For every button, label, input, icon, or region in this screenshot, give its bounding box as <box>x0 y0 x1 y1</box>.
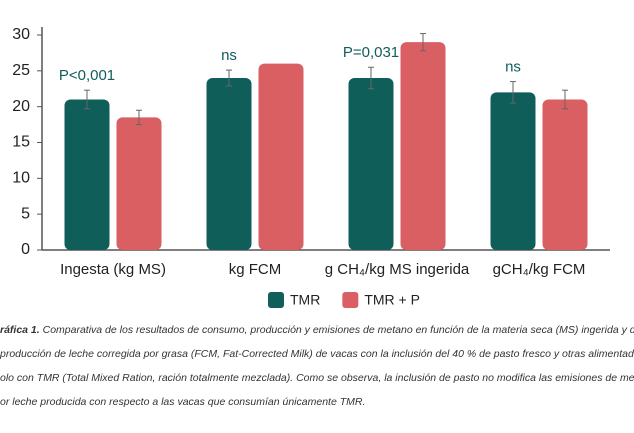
error-bar <box>368 66 374 90</box>
y-tick-label: 10 <box>12 170 30 187</box>
error-bar <box>84 89 90 110</box>
x-tick-label: g CH₄/kg MS ingerida <box>325 261 470 278</box>
caption-text: olo con TMR (Total Mixed Ration, ración … <box>0 372 634 384</box>
caption-text: Comparativa de los resultados de consumo… <box>39 324 634 336</box>
error-bar <box>562 89 568 110</box>
bar <box>116 117 162 251</box>
caption-label: ráfica 1. <box>0 324 40 336</box>
y-tick-label: 0 <box>21 241 30 258</box>
error-bar <box>420 33 426 52</box>
y-tick-label: 25 <box>12 62 30 79</box>
bar <box>64 99 110 250</box>
annotation: P=0,031 <box>343 44 399 61</box>
bar <box>490 92 536 250</box>
annotation: P<0,001 <box>59 67 115 84</box>
caption-text: producción de leche corregida por grasa … <box>0 348 634 360</box>
error-bar <box>136 109 142 126</box>
y-tick-label: 5 <box>21 205 30 222</box>
caption: ráfica 1. Comparativa de los resultados … <box>0 318 634 414</box>
caption-line: or leche producida con respecto a las va… <box>0 390 634 414</box>
legend-swatch <box>342 292 359 308</box>
caption-line: producción de leche corregida por grasa … <box>0 342 634 366</box>
y-tick-label: 20 <box>12 98 30 115</box>
caption-line: olo con TMR (Total Mixed Ration, ración … <box>0 366 634 390</box>
legend-swatch <box>268 292 284 308</box>
legend-label: TMR <box>290 292 320 308</box>
y-tick-label: 30 <box>12 26 30 43</box>
x-tick-label: Ingesta (kg MS) <box>60 261 166 278</box>
annotation: ns <box>221 47 237 64</box>
chart: 0 5 10 15 20 25 30 Ingesta (kg MS) P<0,001 kg FCM… <box>12 26 610 308</box>
error-bar <box>226 69 232 87</box>
caption-text: or leche producida con respecto a las va… <box>0 396 366 408</box>
x-tick-label: kg FCM <box>229 261 282 278</box>
legend-label: TMR + P <box>364 292 420 308</box>
annotation: ns <box>505 59 521 76</box>
bar <box>400 42 446 250</box>
bar <box>542 99 588 250</box>
bar <box>348 78 394 250</box>
error-bar <box>510 81 516 104</box>
bar <box>206 78 252 250</box>
bar <box>258 63 304 250</box>
caption-line: ráfica 1. Comparativa de los resultados … <box>0 318 634 342</box>
x-tick-label: gCH₄/kg FCM <box>493 261 586 278</box>
y-tick-label: 15 <box>12 134 30 151</box>
